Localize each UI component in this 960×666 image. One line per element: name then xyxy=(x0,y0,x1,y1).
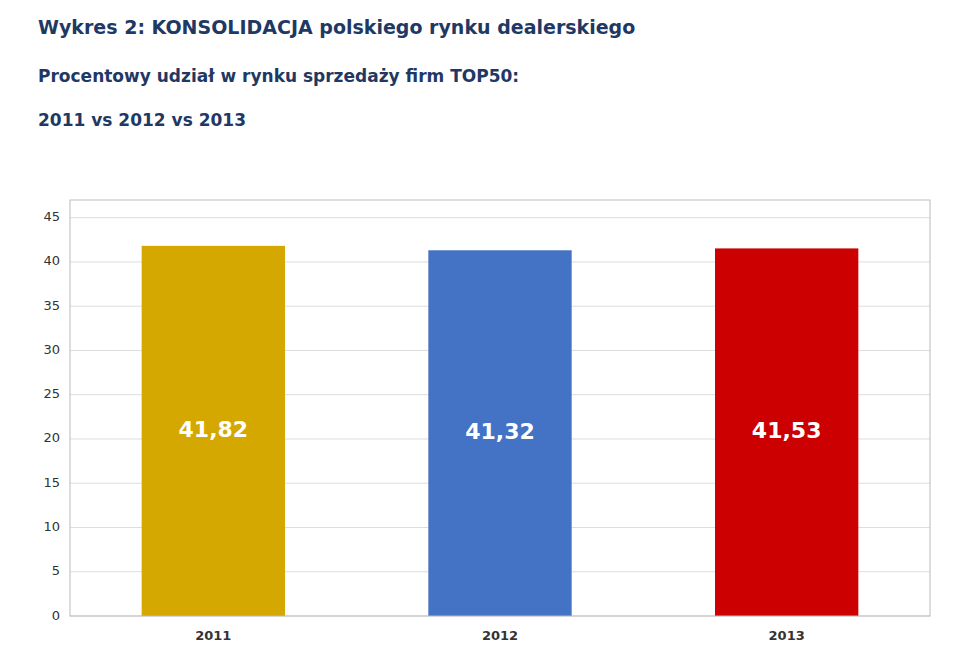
chart-svg: Wykres 2: KONSOLIDACJA polskiego rynku d… xyxy=(0,0,960,666)
page: {"chart_data": {"type": "bar", "title": … xyxy=(0,0,960,666)
subtitle: Procentowy udział w rynku sprzedaży firm… xyxy=(38,66,519,86)
data-label: 41,82 xyxy=(179,417,249,442)
bar xyxy=(142,246,285,616)
y-tick-label: 0 xyxy=(52,608,60,623)
plot-frame xyxy=(70,200,930,616)
bar xyxy=(715,248,858,616)
bar xyxy=(428,250,571,616)
y-tick-label: 25 xyxy=(43,386,60,401)
chart-container: Wykres 2: KONSOLIDACJA polskiego rynku d… xyxy=(0,0,960,666)
bars xyxy=(142,246,859,616)
y-tick-label: 5 xyxy=(52,563,60,578)
y-tick-label: 20 xyxy=(43,430,60,445)
x-tick-label: 2012 xyxy=(482,628,518,643)
grid-line xyxy=(70,217,930,218)
background xyxy=(0,0,960,666)
x-tick-label: 2013 xyxy=(769,628,805,643)
data-label: 41,32 xyxy=(465,419,535,444)
y-tick-label: 30 xyxy=(43,342,60,357)
y-tick-label: 40 xyxy=(43,253,60,268)
y-tick-label: 45 xyxy=(43,209,60,224)
y-tick-label: 10 xyxy=(43,519,60,534)
y-tick-label: 35 xyxy=(43,298,60,313)
data-label: 41,53 xyxy=(752,418,822,443)
y-axis: 0 5 10 15 20 25 30 35 40 45 xyxy=(43,209,60,622)
data-labels: 41,82 41,32 41,53 xyxy=(179,417,822,444)
x-tick-label: 2011 xyxy=(195,628,231,643)
grid xyxy=(70,218,930,616)
subtitle: 2011 vs 2012 vs 2013 xyxy=(38,110,246,130)
title: Wykres 2: KONSOLIDACJA polskiego rynku d… xyxy=(38,16,635,38)
y-tick-label: 15 xyxy=(43,475,60,490)
x-axis: 2011 2012 2013 xyxy=(195,628,805,643)
